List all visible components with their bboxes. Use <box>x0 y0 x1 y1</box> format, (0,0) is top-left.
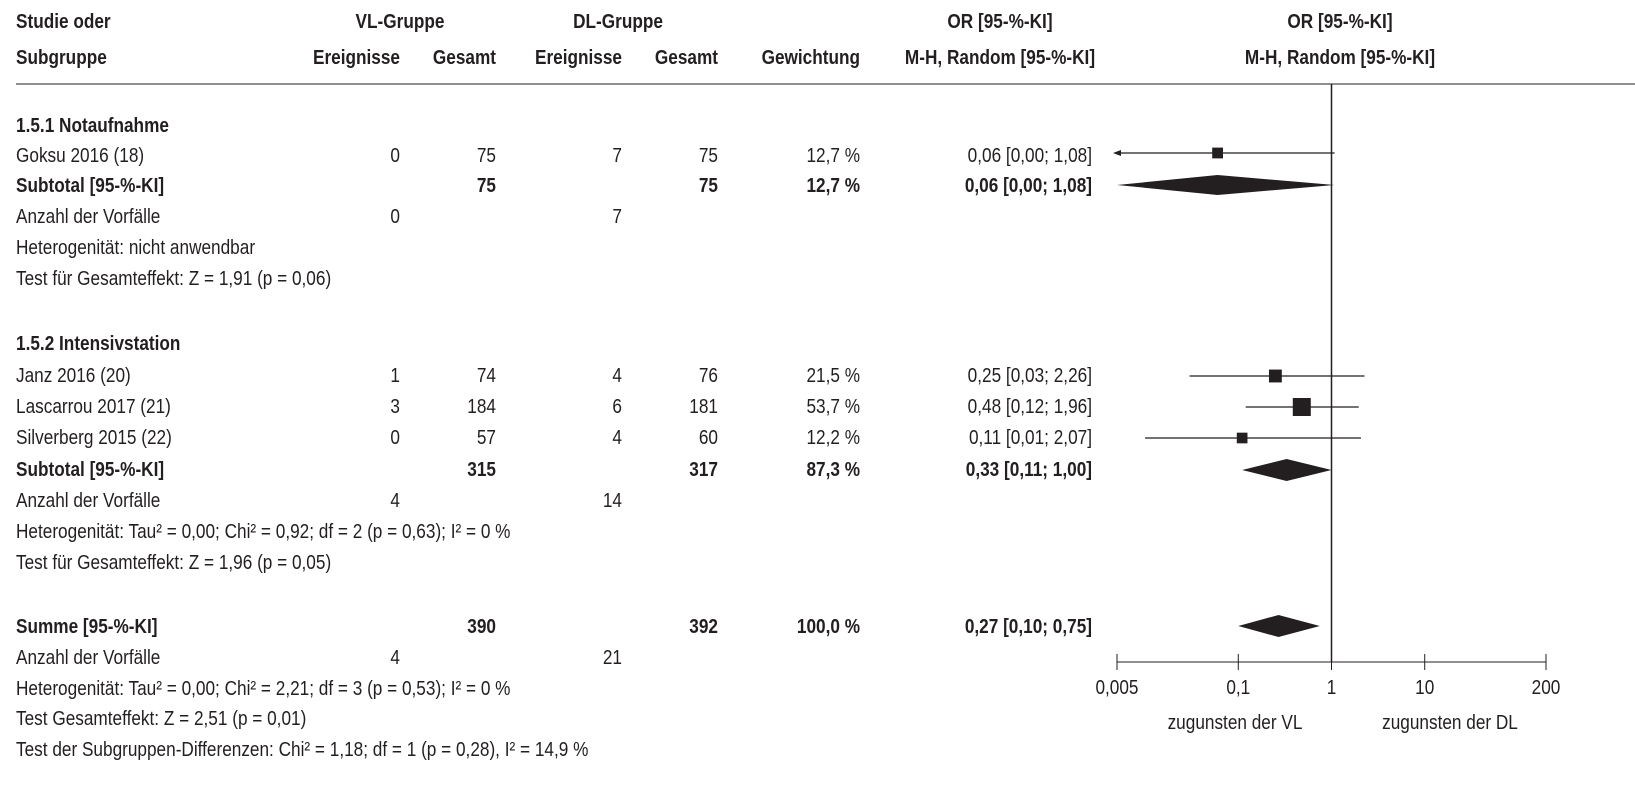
dl-events: 6 <box>612 396 622 418</box>
x-tick-label: 200 <box>1532 676 1561 699</box>
or-ci: 0,27 [0,10; 0,75] <box>964 616 1092 638</box>
x-tick-label: 0,1 <box>1226 676 1250 699</box>
study-name: Janz 2016 (20) <box>16 365 131 387</box>
or-ci: 0,06 [0,00; 1,08] <box>964 175 1092 197</box>
dl-total: 75 <box>698 145 718 167</box>
summary-diamond <box>1117 175 1335 195</box>
group-title: 1.5.2 Intensivstation <box>16 333 181 355</box>
dl-events: 4 <box>612 427 622 449</box>
group-title: 1.5.1 Notaufnahme <box>16 115 169 137</box>
vl-total: 184 <box>467 396 496 418</box>
header-or-line1: OR [95-%-KI] <box>947 11 1053 33</box>
dl-total: 392 <box>689 616 718 638</box>
dl-events: 7 <box>612 145 622 167</box>
study-name: Goksu 2016 (18) <box>16 145 145 167</box>
header-vl-total: Gesamt <box>432 47 496 69</box>
dl-total: 181 <box>689 396 718 418</box>
summary-diamond <box>1242 459 1332 481</box>
dl-events: 7 <box>612 206 622 228</box>
weight: 12,7 % <box>806 175 860 197</box>
weight: 21,5 % <box>806 365 860 387</box>
study-name: Silverberg 2015 (22) <box>16 427 172 449</box>
subtotal-label: Subtotal [95-%-KI] <box>16 459 165 481</box>
overall-effect-test: Test für Gesamteffekt: Z = 1,91 (p = 0,0… <box>16 268 332 290</box>
heterogeneity-text: Heterogenität: nicht anwendbar <box>16 237 256 259</box>
study-marker <box>1268 369 1282 383</box>
or-ci: 0,33 [0,11; 1,00] <box>965 459 1092 481</box>
vl-total: 75 <box>476 175 496 197</box>
or-ci: 0,06 [0,00; 1,08] <box>967 145 1092 167</box>
study-marker <box>1236 432 1248 444</box>
overall-effect-test: Test für Gesamteffekt: Z = 1,96 (p = 0,0… <box>16 552 332 574</box>
vl-events: 4 <box>390 490 400 512</box>
total-label: Summe [95-%-KI] <box>16 616 158 638</box>
heterogeneity-text: Heterogenität: Tau² = 0,00; Chi² = 2,21;… <box>16 678 511 700</box>
study-name: Lascarrou 2017 (21) <box>16 396 171 418</box>
vl-events: 3 <box>390 396 400 418</box>
dl-events: 21 <box>602 647 622 669</box>
header-or-line2: M-H, Random [95-%-KI] <box>904 47 1096 69</box>
or-ci: 0,48 [0,12; 1,96] <box>967 396 1092 418</box>
vl-events: 0 <box>390 206 400 228</box>
vl-events: 0 <box>390 427 400 449</box>
header-dl-total: Gesamt <box>654 47 718 69</box>
header-dl-group: DL-Gruppe <box>573 11 663 33</box>
weight: 100,0 % <box>796 616 860 638</box>
weight: 12,7 % <box>806 145 860 167</box>
vl-events: 0 <box>390 145 400 167</box>
heterogeneity-text: Heterogenität: Tau² = 0,00; Chi² = 0,92;… <box>16 521 511 543</box>
events-label: Anzahl der Vorfälle <box>16 647 161 669</box>
header-dl-events: Ereignisse <box>534 47 622 69</box>
header-study-line1: Studie oder <box>16 11 111 33</box>
dl-events: 14 <box>602 490 622 512</box>
summary-diamond <box>1238 615 1320 637</box>
overall-effect-test: Test Gesamteffekt: Z = 2,51 (p = 0,01) <box>16 708 307 730</box>
dl-total: 60 <box>698 427 718 449</box>
header-plot-line2: M-H, Random [95-%-KI] <box>1244 47 1436 69</box>
header-plot-line1: OR [95-%-KI] <box>1287 11 1393 33</box>
dl-total: 75 <box>698 175 718 197</box>
vl-total: 75 <box>476 145 496 167</box>
subgroup-difference-test: Test der Subgruppen-Differenzen: Chi² = … <box>16 739 589 761</box>
header-study-line2: Subgruppe <box>16 47 107 69</box>
x-tick-label: 0,005 <box>1095 676 1138 699</box>
favours-left-label: zugunsten der VL <box>1167 712 1303 734</box>
header-vl-group: VL-Gruppe <box>355 11 445 33</box>
header-weight: Gewichtung <box>761 47 860 69</box>
vl-total: 315 <box>467 459 496 481</box>
dl-total: 317 <box>689 459 718 481</box>
study-marker <box>1212 147 1224 159</box>
vl-total: 390 <box>467 616 496 638</box>
events-label: Anzahl der Vorfälle <box>16 490 161 512</box>
weight: 53,7 % <box>806 396 860 418</box>
x-tick-label: 1 <box>1327 676 1337 699</box>
subtotal-label: Subtotal [95-%-KI] <box>16 175 165 197</box>
vl-events: 4 <box>390 647 400 669</box>
header-vl-events: Ereignisse <box>312 47 400 69</box>
ci-arrow <box>1113 150 1121 156</box>
dl-total: 76 <box>698 365 718 387</box>
or-ci: 0,11 [0,01; 2,07] <box>968 427 1092 449</box>
favours-right-label: zugunsten der DL <box>1382 712 1518 734</box>
dl-events: 4 <box>612 365 622 387</box>
x-tick-label: 10 <box>1415 676 1434 699</box>
events-label: Anzahl der Vorfälle <box>16 206 161 228</box>
vl-events: 1 <box>390 365 400 387</box>
vl-total: 57 <box>476 427 496 449</box>
weight: 87,3 % <box>806 459 860 481</box>
or-ci: 0,25 [0,03; 2,26] <box>967 365 1092 387</box>
study-marker <box>1292 398 1311 416</box>
weight: 12,2 % <box>806 427 860 449</box>
vl-total: 74 <box>476 365 496 387</box>
